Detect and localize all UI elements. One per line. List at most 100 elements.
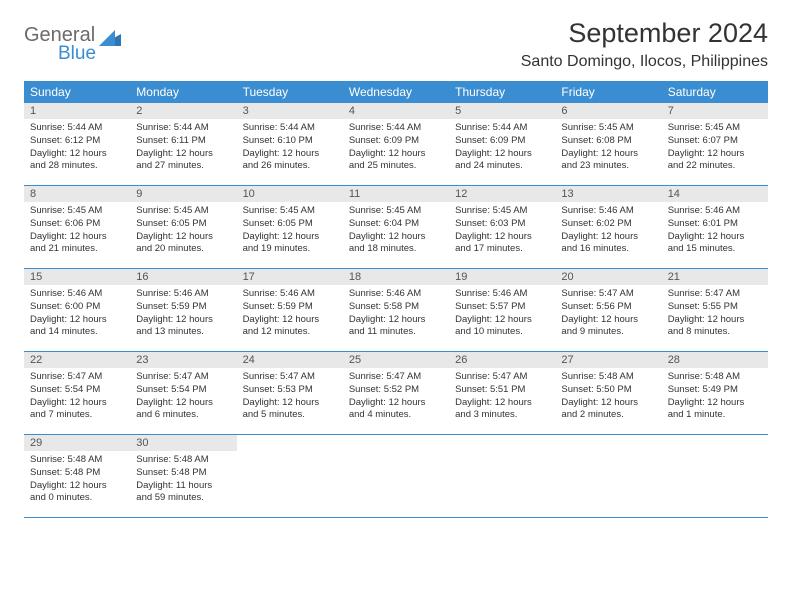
day-cell: 30Sunrise: 5:48 AMSunset: 5:48 PMDayligh… (130, 435, 236, 517)
day-number: 4 (343, 103, 449, 119)
daylight-line2: and 26 minutes. (243, 160, 337, 173)
day-cell: 6Sunrise: 5:45 AMSunset: 6:08 PMDaylight… (555, 103, 661, 185)
day-cell: 17Sunrise: 5:46 AMSunset: 5:59 PMDayligh… (237, 269, 343, 351)
daylight-line2: and 23 minutes. (561, 160, 655, 173)
sunset-text: Sunset: 6:02 PM (561, 218, 655, 231)
sunrise-text: Sunrise: 5:45 AM (243, 205, 337, 218)
sunset-text: Sunset: 5:54 PM (30, 384, 124, 397)
sunrise-text: Sunrise: 5:48 AM (668, 371, 762, 384)
sunrise-text: Sunrise: 5:47 AM (455, 371, 549, 384)
daylight-line2: and 28 minutes. (30, 160, 124, 173)
sunrise-text: Sunrise: 5:45 AM (30, 205, 124, 218)
day-number: 1 (24, 103, 130, 119)
empty-cell (449, 435, 555, 517)
daylight-line2: and 15 minutes. (668, 243, 762, 256)
daylight-line1: Daylight: 12 hours (30, 148, 124, 161)
daylight-line2: and 20 minutes. (136, 243, 230, 256)
sunset-text: Sunset: 5:48 PM (30, 467, 124, 480)
sunset-text: Sunset: 5:58 PM (349, 301, 443, 314)
day-cell: 16Sunrise: 5:46 AMSunset: 5:59 PMDayligh… (130, 269, 236, 351)
daylight-line1: Daylight: 12 hours (30, 397, 124, 410)
sunrise-text: Sunrise: 5:47 AM (136, 371, 230, 384)
daylight-line1: Daylight: 12 hours (561, 314, 655, 327)
day-cell: 27Sunrise: 5:48 AMSunset: 5:50 PMDayligh… (555, 352, 661, 434)
day-header-thursday: Thursday (449, 81, 555, 103)
day-cell: 5Sunrise: 5:44 AMSunset: 6:09 PMDaylight… (449, 103, 555, 185)
daylight-line1: Daylight: 12 hours (243, 314, 337, 327)
daylight-line1: Daylight: 12 hours (349, 314, 443, 327)
daylight-line1: Daylight: 12 hours (30, 314, 124, 327)
sunset-text: Sunset: 5:55 PM (668, 301, 762, 314)
week-row: 22Sunrise: 5:47 AMSunset: 5:54 PMDayligh… (24, 352, 768, 435)
day-cell: 19Sunrise: 5:46 AMSunset: 5:57 PMDayligh… (449, 269, 555, 351)
daylight-line1: Daylight: 12 hours (561, 231, 655, 244)
daylight-line2: and 19 minutes. (243, 243, 337, 256)
day-number: 29 (24, 435, 130, 451)
daylight-line2: and 5 minutes. (243, 409, 337, 422)
day-body: Sunrise: 5:47 AMSunset: 5:51 PMDaylight:… (449, 368, 555, 428)
sunrise-text: Sunrise: 5:46 AM (668, 205, 762, 218)
daylight-line1: Daylight: 12 hours (668, 148, 762, 161)
sunrise-text: Sunrise: 5:48 AM (30, 454, 124, 467)
day-cell: 22Sunrise: 5:47 AMSunset: 5:54 PMDayligh… (24, 352, 130, 434)
daylight-line2: and 14 minutes. (30, 326, 124, 339)
sunrise-text: Sunrise: 5:45 AM (668, 122, 762, 135)
day-cell: 28Sunrise: 5:48 AMSunset: 5:49 PMDayligh… (662, 352, 768, 434)
daylight-line1: Daylight: 12 hours (455, 148, 549, 161)
empty-cell (662, 435, 768, 517)
day-body: Sunrise: 5:45 AMSunset: 6:07 PMDaylight:… (662, 119, 768, 179)
day-body: Sunrise: 5:45 AMSunset: 6:08 PMDaylight:… (555, 119, 661, 179)
sunrise-text: Sunrise: 5:46 AM (243, 288, 337, 301)
day-cell: 3Sunrise: 5:44 AMSunset: 6:10 PMDaylight… (237, 103, 343, 185)
daylight-line2: and 18 minutes. (349, 243, 443, 256)
sunrise-text: Sunrise: 5:47 AM (243, 371, 337, 384)
sunrise-text: Sunrise: 5:44 AM (455, 122, 549, 135)
day-cell: 4Sunrise: 5:44 AMSunset: 6:09 PMDaylight… (343, 103, 449, 185)
day-cell: 20Sunrise: 5:47 AMSunset: 5:56 PMDayligh… (555, 269, 661, 351)
daylight-line1: Daylight: 12 hours (668, 231, 762, 244)
day-cell: 7Sunrise: 5:45 AMSunset: 6:07 PMDaylight… (662, 103, 768, 185)
daylight-line1: Daylight: 12 hours (136, 314, 230, 327)
daylight-line1: Daylight: 12 hours (349, 231, 443, 244)
day-number: 18 (343, 269, 449, 285)
sunset-text: Sunset: 5:53 PM (243, 384, 337, 397)
sunrise-text: Sunrise: 5:47 AM (561, 288, 655, 301)
sunset-text: Sunset: 6:07 PM (668, 135, 762, 148)
day-body: Sunrise: 5:45 AMSunset: 6:05 PMDaylight:… (237, 202, 343, 262)
day-cell: 15Sunrise: 5:46 AMSunset: 6:00 PMDayligh… (24, 269, 130, 351)
sunset-text: Sunset: 5:51 PM (455, 384, 549, 397)
day-cell: 13Sunrise: 5:46 AMSunset: 6:02 PMDayligh… (555, 186, 661, 268)
day-headers-row: SundayMondayTuesdayWednesdayThursdayFrid… (24, 81, 768, 103)
week-row: 29Sunrise: 5:48 AMSunset: 5:48 PMDayligh… (24, 435, 768, 518)
sunrise-text: Sunrise: 5:45 AM (455, 205, 549, 218)
day-body: Sunrise: 5:45 AMSunset: 6:05 PMDaylight:… (130, 202, 236, 262)
sunset-text: Sunset: 6:05 PM (136, 218, 230, 231)
daylight-line2: and 10 minutes. (455, 326, 549, 339)
day-number: 12 (449, 186, 555, 202)
empty-cell (555, 435, 661, 517)
day-cell: 12Sunrise: 5:45 AMSunset: 6:03 PMDayligh… (449, 186, 555, 268)
sunrise-text: Sunrise: 5:45 AM (349, 205, 443, 218)
sunset-text: Sunset: 6:08 PM (561, 135, 655, 148)
day-cell: 2Sunrise: 5:44 AMSunset: 6:11 PMDaylight… (130, 103, 236, 185)
sunset-text: Sunset: 5:50 PM (561, 384, 655, 397)
day-number: 8 (24, 186, 130, 202)
sunset-text: Sunset: 5:48 PM (136, 467, 230, 480)
day-body: Sunrise: 5:47 AMSunset: 5:55 PMDaylight:… (662, 285, 768, 345)
week-row: 15Sunrise: 5:46 AMSunset: 6:00 PMDayligh… (24, 269, 768, 352)
day-body: Sunrise: 5:47 AMSunset: 5:54 PMDaylight:… (130, 368, 236, 428)
daylight-line2: and 11 minutes. (349, 326, 443, 339)
day-body: Sunrise: 5:48 AMSunset: 5:48 PMDaylight:… (24, 451, 130, 511)
logo: General Blue (24, 18, 121, 65)
day-number: 26 (449, 352, 555, 368)
sunrise-text: Sunrise: 5:44 AM (349, 122, 443, 135)
sunrise-text: Sunrise: 5:44 AM (136, 122, 230, 135)
daylight-line1: Daylight: 12 hours (455, 314, 549, 327)
day-body: Sunrise: 5:44 AMSunset: 6:11 PMDaylight:… (130, 119, 236, 179)
day-body: Sunrise: 5:44 AMSunset: 6:12 PMDaylight:… (24, 119, 130, 179)
day-number: 23 (130, 352, 236, 368)
daylight-line2: and 4 minutes. (349, 409, 443, 422)
day-body: Sunrise: 5:46 AMSunset: 5:59 PMDaylight:… (237, 285, 343, 345)
sunset-text: Sunset: 6:04 PM (349, 218, 443, 231)
day-number: 11 (343, 186, 449, 202)
